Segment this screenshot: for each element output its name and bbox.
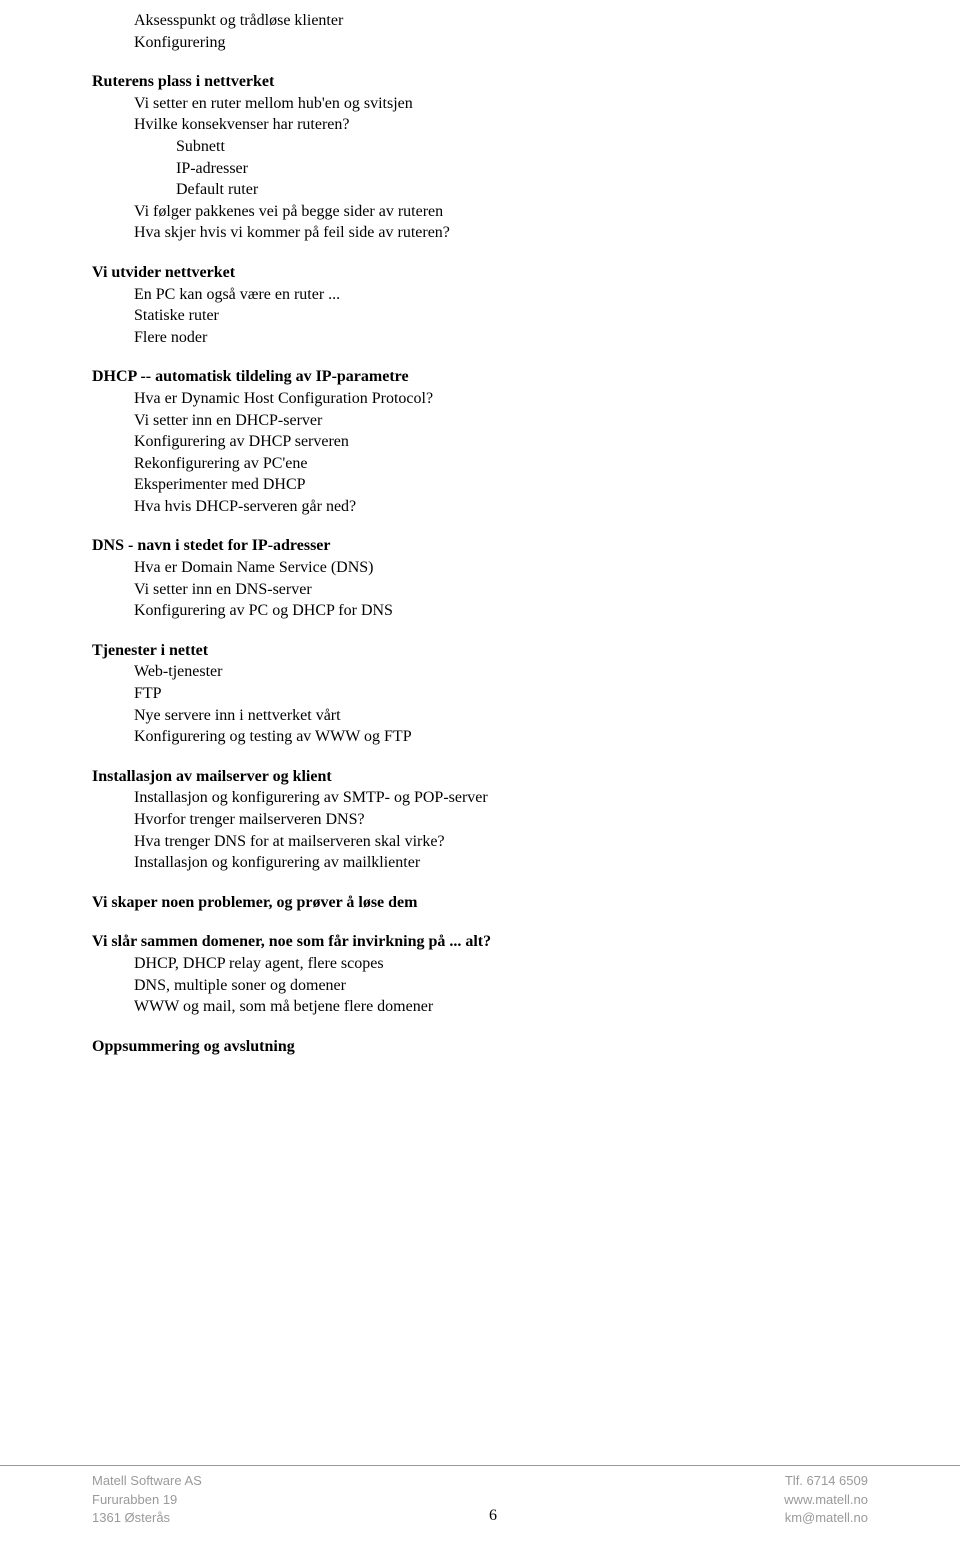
text-line: Konfigurering av PC og DHCP for DNS [134,600,868,622]
section-intro: Aksesspunkt og trådløse klienter Konfigu… [92,10,868,53]
text-line: Hva er Domain Name Service (DNS) [134,557,868,579]
text-line: DHCP, DHCP relay agent, flere scopes [134,953,868,975]
text-line: Hvilke konsekvenser har ruteren? [134,114,868,136]
text-line: Vi setter inn en DHCP-server [134,410,868,432]
footer-company: Matell Software AS [92,1472,202,1490]
text-line: Vi setter en ruter mellom hub'en og svit… [134,93,868,115]
section-title: Vi skaper noen problemer, og prøver å lø… [92,892,868,914]
text-line: Rekonfigurering av PC'ene [134,453,868,475]
text-line: Default ruter [176,179,868,201]
text-line: Hvorfor trenger mailserveren DNS? [134,809,868,831]
text-line: Konfigurering [134,32,868,54]
section-title: Oppsummering og avslutning [92,1036,868,1058]
footer-phone: Tlf. 6714 6509 [784,1472,868,1490]
section-title: Tjenester i nettet [92,640,868,662]
section-title: Ruterens plass i nettverket [92,71,868,93]
section-dns: DNS - navn i stedet for IP-adresser Hva … [92,535,868,621]
section-title: DNS - navn i stedet for IP-adresser [92,535,868,557]
text-line: Eksperimenter med DHCP [134,474,868,496]
text-line: Vi setter inn en DNS-server [134,579,868,601]
section-domener: Vi slår sammen domener, noe som får invi… [92,931,868,1017]
section-title: DHCP -- automatisk tildeling av IP-param… [92,366,868,388]
text-line: En PC kan også være en ruter ... [134,284,868,306]
text-line: Vi følger pakkenes vei på begge sider av… [134,201,868,223]
text-line: Installasjon og konfigurering av SMTP- o… [134,787,868,809]
text-line: Aksesspunkt og trådløse klienter [134,10,868,32]
section-tjenester: Tjenester i nettet Web-tjenester FTP Nye… [92,640,868,748]
section-dhcp: DHCP -- automatisk tildeling av IP-param… [92,366,868,517]
text-line: Konfigurering av DHCP serveren [134,431,868,453]
text-line: Statiske ruter [134,305,868,327]
section-mailserver: Installasjon av mailserver og klient Ins… [92,766,868,874]
footer-web: www.matell.no [784,1491,868,1509]
text-line: Hva er Dynamic Host Configuration Protoc… [134,388,868,410]
text-line: Hva skjer hvis vi kommer på feil side av… [134,222,868,244]
page-number: 6 [489,1505,497,1527]
section-utvider-nettverket: Vi utvider nettverket En PC kan også vær… [92,262,868,348]
section-title: Vi slår sammen domener, noe som får invi… [92,931,868,953]
text-line: Web-tjenester [134,661,868,683]
section-title: Installasjon av mailserver og klient [92,766,868,788]
footer-address2: 1361 Østerås [92,1509,202,1527]
text-line: Subnett [176,136,868,158]
text-line: Nye servere inn i nettverket vårt [134,705,868,727]
text-line: Konfigurering og testing av WWW og FTP [134,726,868,748]
section-title: Vi utvider nettverket [92,262,868,284]
text-line: WWW og mail, som må betjene flere domene… [134,996,868,1018]
text-line: Installasjon og konfigurering av mailkli… [134,852,868,874]
page-footer: Matell Software AS Fururabben 19 1361 Øs… [0,1465,960,1527]
footer-email: km@matell.no [784,1509,868,1527]
text-line: DNS, multiple soner og domener [134,975,868,997]
section-oppsummering: Oppsummering og avslutning [92,1036,868,1058]
section-problemer: Vi skaper noen problemer, og prøver å lø… [92,892,868,914]
text-line: Hva hvis DHCP-serveren går ned? [134,496,868,518]
section-ruterens-plass: Ruterens plass i nettverket Vi setter en… [92,71,868,244]
footer-left: Matell Software AS Fururabben 19 1361 Øs… [92,1472,202,1527]
text-line: Hva trenger DNS for at mailserveren skal… [134,831,868,853]
text-line: FTP [134,683,868,705]
footer-address1: Fururabben 19 [92,1491,202,1509]
text-line: IP-adresser [176,158,868,180]
footer-right: Tlf. 6714 6509 www.matell.no km@matell.n… [784,1472,868,1527]
text-line: Flere noder [134,327,868,349]
